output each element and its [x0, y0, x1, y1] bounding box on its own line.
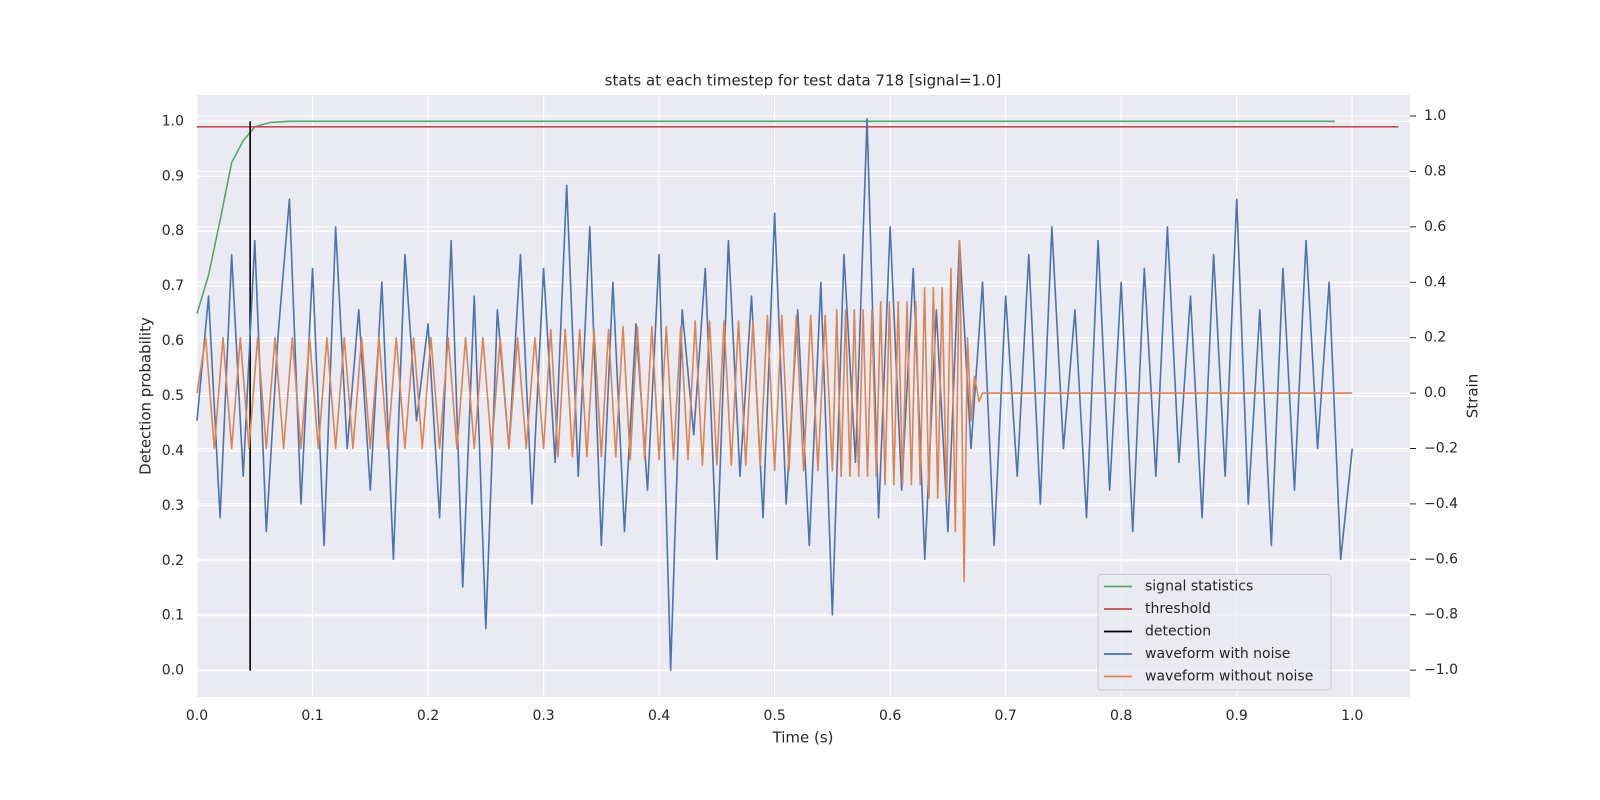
y2-tick-label: 0.4 — [1424, 274, 1446, 290]
y-tick-label: 0.5 — [162, 388, 184, 404]
y2-tick-label: −0.2 — [1424, 440, 1458, 456]
y-tick-label: 0.7 — [162, 278, 184, 294]
y2-tick-label: −0.8 — [1424, 607, 1458, 623]
series-line — [196, 120, 1335, 314]
x-tick-label: 0.8 — [1110, 708, 1132, 724]
y2-tick-label: −1.0 — [1424, 662, 1458, 678]
y-tick-label: 0.1 — [162, 608, 184, 624]
y2-tick-label: 0.8 — [1424, 163, 1446, 179]
y-tick-label: 0.3 — [162, 498, 184, 514]
legend-label: threshold — [1145, 601, 1211, 617]
y-tick-label: 0.0 — [162, 663, 184, 679]
legend-box — [1097, 574, 1332, 691]
legend: signal statistics threshold detection wavef… — [1097, 574, 1332, 691]
y-axis-label: Detection probability — [137, 317, 155, 475]
x-tick-label: 0.9 — [1226, 708, 1248, 724]
x-axis-label: Time (s) — [772, 729, 834, 747]
series-line — [196, 239, 1353, 583]
y2-tick-label: 0.0 — [1424, 385, 1446, 401]
x-tick-label: 0.2 — [417, 708, 439, 724]
legend-label: waveform without noise — [1145, 669, 1313, 685]
y-tick-label: 0.9 — [162, 168, 184, 184]
y2-tick-label: 0.2 — [1424, 330, 1446, 346]
x-tick-label: 0.5 — [763, 708, 785, 724]
y-tick-label: 0.6 — [162, 333, 184, 349]
y-tick-label: 0.4 — [162, 443, 184, 459]
x-tick-label: 0.3 — [532, 708, 554, 724]
y-tick-label: 0.8 — [162, 223, 184, 239]
x-tick-label: 1.0 — [1341, 708, 1363, 724]
y2-tick-label: 0.6 — [1424, 219, 1446, 235]
axes: 0.0 0.1 0.2 0.3 0.4 0.5 0.6 0.7 0.8 0.9 1.0 0.0 0.1 0… — [162, 108, 1458, 724]
x-tick-label: 0.0 — [186, 708, 208, 724]
lines — [196, 118, 1399, 671]
y-tick-label: 1.0 — [162, 113, 184, 129]
y2-axis-label: Strain — [1464, 374, 1482, 418]
x-tick-label: 0.1 — [301, 708, 323, 724]
y2-tick-label: −0.4 — [1424, 496, 1458, 512]
legend-label: signal statistics — [1145, 579, 1253, 595]
x-tick-label: 0.7 — [995, 708, 1017, 724]
y2-tick-label: −0.6 — [1424, 551, 1458, 567]
x-tick-label: 0.6 — [879, 708, 901, 724]
chart-title: stats at each timestep for test data 718… — [605, 72, 1002, 90]
y2-tick-label: 1.0 — [1424, 108, 1446, 124]
legend-label: waveform with noise — [1145, 646, 1290, 662]
legend-label: detection — [1145, 624, 1211, 640]
y-tick-label: 0.2 — [162, 553, 184, 569]
x-tick-label: 0.4 — [648, 708, 670, 724]
